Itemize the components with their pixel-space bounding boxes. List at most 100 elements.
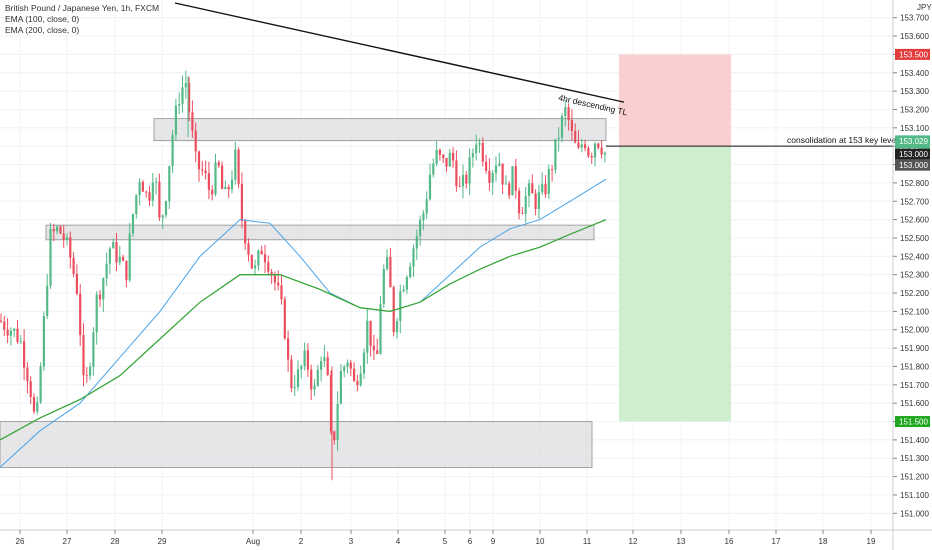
candle-body bbox=[92, 332, 95, 367]
take-profit-zone bbox=[619, 146, 731, 422]
candle-body bbox=[372, 345, 375, 351]
price-tick-label: 152.700 bbox=[900, 197, 929, 206]
candle-body bbox=[353, 368, 356, 381]
ema-100-legend[interactable]: EMA (100, close, 0) bbox=[5, 14, 80, 24]
time-axis[interactable]: 26 27 28 29 Aug 2 3 4 5 6 9 10 11 12 13 16 17 18 19 bbox=[0, 529, 932, 546]
candle-body bbox=[125, 260, 128, 281]
candle-body bbox=[524, 195, 527, 214]
price-tick-label: 153.200 bbox=[900, 105, 929, 114]
candle-body bbox=[419, 220, 422, 237]
sr-zone bbox=[0, 421, 593, 468]
price-tick-label: 152.500 bbox=[900, 234, 929, 243]
candle-body bbox=[587, 148, 590, 157]
price-tick-label: 151.100 bbox=[900, 491, 929, 500]
candle-body bbox=[254, 265, 257, 269]
current-price-label: 153.029 bbox=[899, 137, 928, 146]
price-tick-label: 152.200 bbox=[900, 289, 929, 298]
candle-body bbox=[362, 352, 366, 374]
descending-trendline[interactable]: 4hr descending TL bbox=[174, 2, 629, 117]
candle-body bbox=[194, 130, 197, 152]
candle-body bbox=[593, 143, 597, 158]
candle-body bbox=[135, 195, 138, 215]
candle-body bbox=[395, 321, 399, 333]
time-tick-label: 4 bbox=[396, 537, 401, 546]
support-resistance-zones bbox=[0, 118, 607, 468]
candle-body bbox=[422, 213, 425, 221]
key-level-label: consolidation at 153 key level bbox=[787, 135, 898, 145]
key-level-line[interactable]: consolidation at 153 key level bbox=[606, 135, 898, 147]
candle-body bbox=[435, 149, 438, 164]
candle-body bbox=[379, 304, 382, 354]
candle-body bbox=[148, 192, 151, 201]
time-tick-label: 19 bbox=[867, 537, 876, 546]
candle-body bbox=[151, 182, 154, 201]
candle-body bbox=[263, 254, 267, 263]
price-tick-label: 153.700 bbox=[900, 14, 929, 23]
candle-body bbox=[376, 350, 379, 354]
symbol-title[interactable]: British Pound / Japanese Yen, 1h, FXCM bbox=[5, 3, 160, 13]
candle-body bbox=[214, 162, 217, 195]
candle-body bbox=[336, 403, 339, 441]
time-tick-label: 18 bbox=[819, 537, 828, 546]
time-tick-label: 11 bbox=[583, 537, 592, 546]
candle-body bbox=[554, 139, 557, 170]
price-axis[interactable]: 153.700 153.600 153.500 153.400 153.300 153.2… bbox=[892, 0, 929, 550]
candle-body bbox=[224, 186, 227, 190]
time-tick-label: 5 bbox=[443, 537, 448, 546]
candle-body bbox=[184, 83, 187, 88]
candle-body bbox=[108, 248, 111, 264]
ema-200-legend[interactable]: EMA (200, close, 0) bbox=[5, 25, 80, 35]
stop-price-label: 153.500 bbox=[899, 50, 928, 59]
candle-body bbox=[290, 359, 293, 389]
candle-body bbox=[300, 366, 303, 370]
candle-body bbox=[171, 134, 174, 167]
candle-body bbox=[257, 250, 260, 266]
price-tick-label: 152.000 bbox=[900, 326, 929, 335]
candle-body bbox=[221, 165, 224, 190]
candle-body bbox=[313, 385, 316, 390]
candle-body bbox=[161, 215, 164, 218]
candle-body bbox=[326, 357, 329, 375]
candle-body bbox=[320, 361, 323, 370]
time-tick-label: 29 bbox=[158, 537, 167, 546]
candle-body bbox=[402, 289, 405, 292]
candle-body bbox=[504, 183, 507, 185]
price-tick-label: 151.800 bbox=[900, 362, 929, 371]
time-tick-label: 6 bbox=[468, 537, 473, 546]
short-position-tool[interactable] bbox=[619, 54, 731, 422]
chart-legend: British Pound / Japanese Yen, 1h, FXCM E… bbox=[5, 3, 159, 36]
candle-body bbox=[409, 266, 412, 278]
time-tick-label: 9 bbox=[491, 537, 496, 546]
aux-price-label: 153.000 bbox=[899, 161, 928, 170]
candle-body bbox=[32, 397, 36, 412]
ema-100-line bbox=[0, 178, 607, 468]
candle-body bbox=[356, 380, 359, 386]
candle-body bbox=[574, 131, 577, 143]
candle-body bbox=[247, 243, 250, 255]
candle-body bbox=[141, 181, 144, 192]
time-tick-label: 13 bbox=[677, 537, 686, 546]
candle-body bbox=[293, 386, 296, 389]
candle-body bbox=[310, 369, 313, 390]
candle-body bbox=[273, 274, 276, 283]
candle-body bbox=[36, 402, 39, 412]
candle-body bbox=[237, 149, 240, 184]
candle-body bbox=[52, 228, 55, 232]
candle-body bbox=[240, 183, 243, 221]
candle-body bbox=[244, 220, 247, 244]
candle-body bbox=[283, 299, 286, 339]
candle-body bbox=[188, 83, 191, 113]
candle-body bbox=[46, 285, 49, 316]
candle-body bbox=[508, 183, 511, 196]
candle-body bbox=[201, 169, 204, 171]
time-tick-label: 27 bbox=[63, 537, 72, 546]
time-tick-label: Aug bbox=[246, 537, 260, 546]
candle-body bbox=[491, 173, 494, 183]
candle-body bbox=[577, 142, 580, 148]
price-tick-label: 152.300 bbox=[900, 271, 929, 280]
candle-body bbox=[359, 373, 362, 386]
candle-body bbox=[339, 371, 342, 404]
candle-body bbox=[138, 181, 141, 196]
